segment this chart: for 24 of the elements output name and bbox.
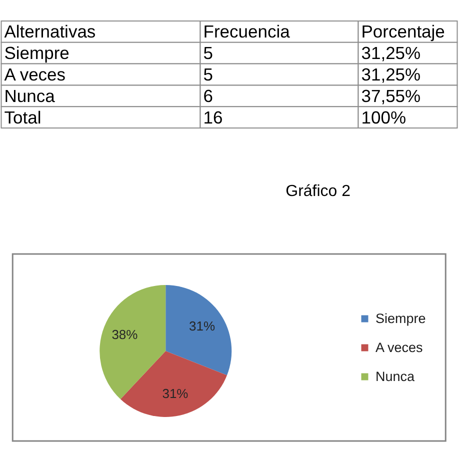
text: 16 <box>203 107 223 128</box>
text: 6 <box>203 86 213 106</box>
legend-label: A veces <box>376 340 424 355</box>
data-label: 31% <box>189 318 216 334</box>
text: 31,25% <box>361 43 421 64</box>
text: 5 <box>203 43 213 64</box>
text: Alternativas <box>4 22 96 42</box>
text: Siempre <box>4 43 70 64</box>
text: Porcentaje <box>361 22 445 42</box>
data-label: 31% <box>162 386 189 401</box>
pie-slice <box>166 285 232 376</box>
text: 37,55% <box>361 86 421 106</box>
legend-label: Siempre <box>376 310 426 326</box>
chart-title: Gráfico 2 <box>286 183 351 200</box>
text: Frecuencia <box>203 22 290 42</box>
text: 31,25% <box>361 64 421 84</box>
pie-slice <box>120 351 227 417</box>
text: A veces <box>4 64 66 84</box>
text: Nunca <box>4 86 56 106</box>
text: Total <box>4 107 42 128</box>
text: 5 <box>203 64 213 84</box>
data-label: 38% <box>112 326 138 342</box>
text: 100% <box>361 107 406 128</box>
legend-label: Nunca <box>376 368 416 384</box>
